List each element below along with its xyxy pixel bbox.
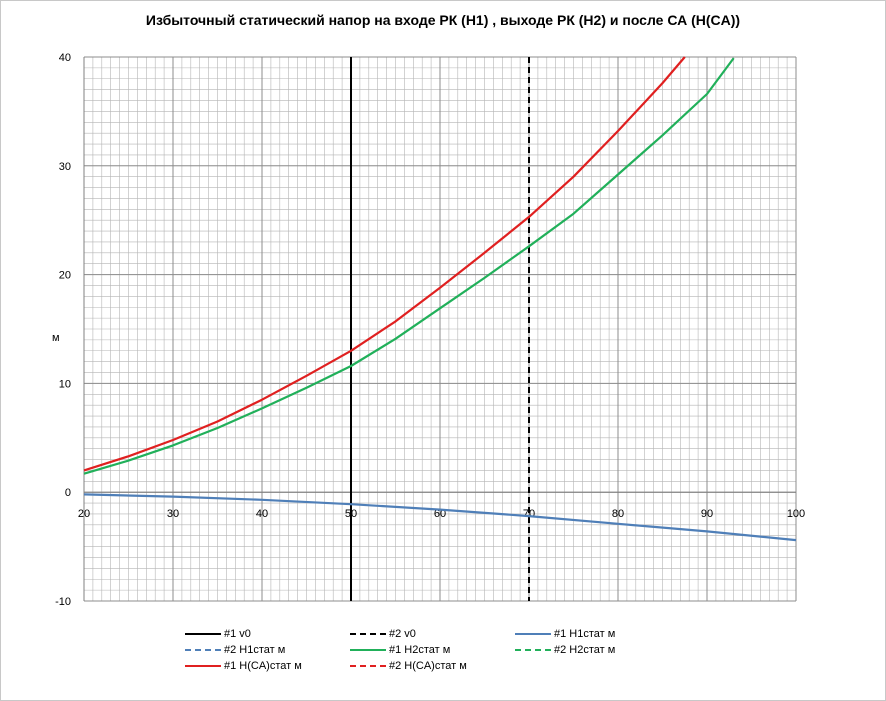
series-line-0 [83, 493, 797, 542]
y-tick-label: 30 [59, 161, 71, 173]
y-tick-label: 0 [65, 487, 71, 499]
legend-item-2-h2: #2 H2стат м [515, 642, 680, 657]
legend-item-2-h1: #2 H1стат м [185, 642, 350, 657]
x-tick-label: 90 [701, 508, 713, 520]
legend: #1 v0 #2 v0 #1 H1стат м #2 H1стат м #1 H… [185, 626, 745, 673]
legend-swatch [350, 632, 386, 635]
legend-item-1-v0: #1 v0 [185, 626, 350, 641]
legend-item-2-hca: #2 H(CA)стат м [350, 658, 515, 673]
legend-label: #1 v0 [224, 627, 251, 640]
y-tick-label: 10 [59, 378, 71, 390]
axes [83, 57, 796, 601]
legend-item-1-h1: #1 H1стат м [515, 626, 680, 641]
y-tick-label: 20 [59, 270, 71, 282]
vertical-markers [350, 57, 530, 601]
legend-item-1-h2: #1 H2стат м [350, 642, 515, 657]
legend-label: #2 H1стат м [224, 643, 286, 656]
legend-label: #1 H1стат м [554, 627, 616, 640]
x-tick-label: 20 [78, 508, 90, 520]
series-lines [83, 56, 797, 542]
legend-swatch [350, 648, 386, 651]
legend-label: #1 H2стат м [389, 643, 451, 656]
chart-title: Избыточный статический напор на входе РК… [145, 12, 741, 28]
legend-label: #1 H(CA)стат м [224, 659, 302, 672]
x-tick-label: 100 [787, 508, 805, 520]
x-tick-label: 40 [256, 508, 268, 520]
legend-swatch [185, 664, 221, 667]
y-tick-label: -10 [55, 596, 71, 608]
x-tick-label: 80 [612, 508, 624, 520]
legend-label: #2 H2стат м [554, 643, 616, 656]
y-tick-label: 40 [59, 52, 71, 64]
legend-swatch [515, 648, 551, 651]
series-line-1 [83, 57, 735, 475]
legend-label: #2 H(CA)стат м [389, 659, 467, 672]
legend-swatch [350, 664, 386, 667]
legend-item-1-hca: #1 H(CA)стат м [185, 658, 350, 673]
x-tick-label: 60 [434, 508, 446, 520]
x-tick-label: 30 [167, 508, 179, 520]
series-line-2 [83, 56, 686, 472]
legend-item-2-v0: #2 v0 [350, 626, 515, 641]
legend-swatch [185, 632, 221, 635]
y-axis-label: м [52, 332, 60, 344]
legend-swatch [185, 648, 221, 651]
legend-label: #2 v0 [389, 627, 416, 640]
legend-swatch [515, 632, 551, 635]
